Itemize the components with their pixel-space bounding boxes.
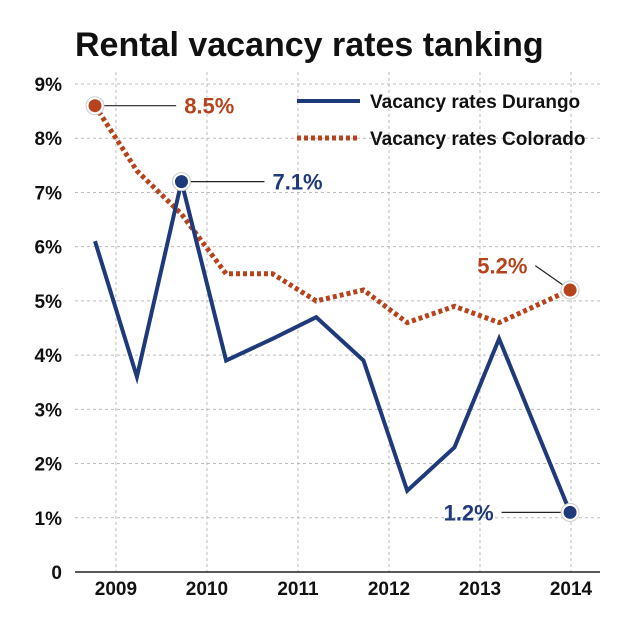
y-tick-label: 0	[51, 563, 62, 584]
callout-marker	[563, 505, 577, 519]
callout-marker	[88, 99, 102, 113]
y-tick-label: 4%	[35, 346, 63, 367]
y-tick-label: 2%	[35, 455, 63, 476]
annotations: 8.5% 7.1% 5.2% 1.2%	[85, 94, 580, 525]
x-tick-label: 2011	[277, 579, 319, 600]
x-tick-label: 2009	[95, 579, 137, 600]
legend-label: Vacancy rates Colorado	[370, 129, 585, 150]
y-tick-label: 1%	[35, 509, 63, 530]
callout-label: 7.1%	[272, 170, 322, 195]
series-line-durango	[93, 181, 572, 514]
legend-label: Vacancy rates Durango	[370, 92, 580, 113]
callout-label: 1.2%	[444, 500, 494, 525]
callout-marker	[563, 283, 577, 297]
y-tick-label: 3%	[35, 400, 63, 421]
y-tick-label: 8%	[35, 129, 63, 150]
chart-title: Rental vacancy rates tanking	[75, 26, 544, 64]
series-line-colorado	[92, 104, 572, 326]
x-tick-label: 2012	[368, 579, 410, 600]
callout-label: 8.5%	[184, 94, 234, 119]
grid	[75, 72, 600, 572]
y-tick-label: 6%	[35, 238, 63, 259]
legend-item-durango: Vacancy rates Durango	[297, 92, 580, 113]
y-tick-label: 5%	[35, 292, 63, 313]
y-tick-label: 7%	[35, 183, 63, 204]
x-tick-label: 2014	[550, 579, 593, 600]
x-tick-label: 2010	[186, 579, 228, 600]
plot-area	[92, 104, 572, 514]
legend-item-colorado: Vacancy rates Colorado	[297, 129, 585, 150]
y-tick-label: 9%	[35, 75, 63, 96]
callout-label: 5.2%	[477, 254, 527, 279]
callout-marker	[174, 175, 188, 189]
x-tick-label: 2013	[459, 579, 501, 600]
legend: Vacancy rates Durango Vacancy rates Color…	[297, 92, 585, 150]
axes: 0 1% 2% 3% 4% 5% 6% 7% 8% 9% 2009 2010 2011 2012 2013 2…	[35, 75, 600, 600]
